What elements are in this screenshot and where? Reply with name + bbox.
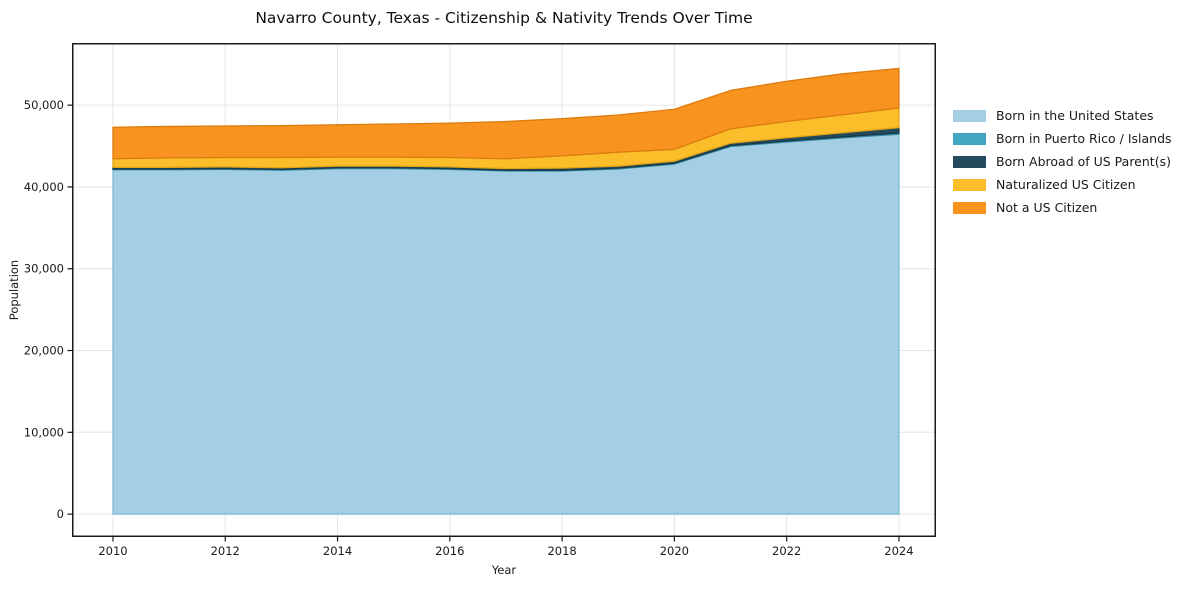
legend-label: Born in Puerto Rico / Islands [996, 131, 1172, 146]
legend-label: Naturalized US Citizen [996, 177, 1136, 192]
plot-border [72, 43, 936, 537]
x-tick-label: 2012 [211, 544, 240, 558]
legend-swatch-icon [953, 178, 986, 191]
plot-area: 2010 2012 2014 2016 2018 2020 2022 2024 0 10,000 2… [24, 43, 936, 558]
legend-swatch-icon [953, 132, 986, 145]
legend-label: Born in the United States [996, 108, 1154, 123]
legend-item-2: Born Abroad of US Parent(s) [953, 150, 1172, 173]
x-tick-label: 2020 [660, 544, 689, 558]
legend: Born in the United States Born in Puerto … [953, 104, 1172, 219]
area-series-0 [112, 133, 900, 515]
x-tick-label: 2014 [323, 544, 352, 558]
legend-item-0: Born in the United States [953, 104, 1172, 127]
legend-swatch-icon [953, 155, 986, 168]
x-tick-label: 2016 [435, 544, 464, 558]
x-tick-label: 2024 [884, 544, 913, 558]
legend-item-4: Not a US Citizen [953, 196, 1172, 219]
x-axis-label: Year [491, 563, 517, 577]
legend-item-1: Born in Puerto Rico / Islands [953, 127, 1172, 150]
legend-item-3: Naturalized US Citizen [953, 173, 1172, 196]
y-tick-label: 20,000 [24, 344, 64, 358]
x-tick-label: 2010 [98, 544, 127, 558]
legend-swatch-icon [953, 109, 986, 122]
y-tick-label: 10,000 [24, 425, 64, 439]
stacked-area-chart: 2010 2012 2014 2016 2018 2020 2022 2024 0 10,000 2… [24, 43, 936, 558]
y-tick-label: 40,000 [24, 180, 64, 194]
y-tick-label: 30,000 [24, 262, 64, 276]
legend-label: Born Abroad of US Parent(s) [996, 154, 1171, 169]
chart-title: Navarro County, Texas - Citizenship & Na… [255, 9, 753, 27]
area-series-4 [112, 67, 900, 160]
legend-swatch-icon [953, 201, 986, 214]
x-tick-label: 2022 [772, 544, 801, 558]
legend-label: Not a US Citizen [996, 200, 1098, 215]
y-tick-label: 0 [57, 507, 64, 521]
y-axis-label: Population [7, 259, 21, 321]
y-tick-label: 50,000 [24, 98, 64, 112]
x-tick-label: 2018 [547, 544, 576, 558]
